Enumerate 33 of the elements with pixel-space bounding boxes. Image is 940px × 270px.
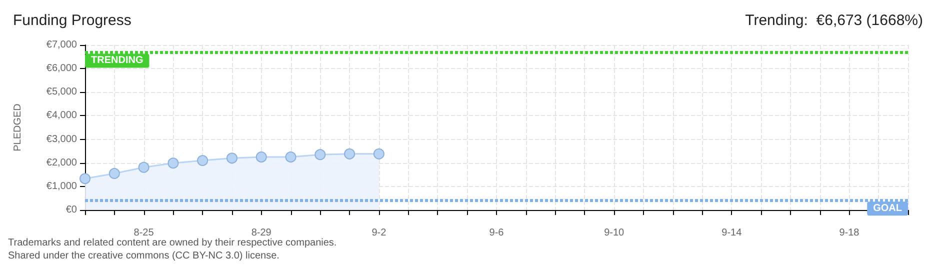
y-tick-label: €5,000 [46,86,78,98]
point [226,152,238,164]
chart-subtitle: Trending: €6,673 (1668%) [745,12,924,29]
x-tick-label: 9-18 [839,228,860,238]
x-tick-label: 8-29 [251,228,272,238]
point [138,162,150,173]
y-tick-label: €3,000 [46,134,78,145]
point [168,158,179,169]
x-tick-label: 9-6 [489,228,504,238]
point [344,148,356,160]
point [373,148,384,160]
text: Trademarks and related content are owned by their respective companies. [8,238,337,248]
y-tick-label: €4,000 [46,110,78,122]
y-tick-label: €0 [66,204,78,216]
chart-title: Funding Progress [13,12,132,29]
x-tick-label: 9-2 [372,228,387,238]
y-tick-label: €7,000 [46,40,78,50]
point [314,149,326,160]
point [108,168,120,179]
y-tick-label: €1,000 [46,180,78,192]
x-tick-label: 8-25 [134,228,154,238]
x-tick-label: 9-14 [722,228,742,238]
point [80,173,90,184]
text: Shared under the creative commons (CC BY-NC 3.0) license. [8,250,280,262]
y-tick-label: €6,000 [46,63,78,74]
point [256,151,267,162]
y-tick-label: €2,000 [46,157,78,168]
y-axis-title: PLEDGED [12,104,24,152]
point [197,155,208,166]
point [285,151,296,162]
ref-line-label: GOAL [873,203,902,214]
ref-line-label: TRENDING [91,55,144,66]
x-tick-label: 9-10 [604,228,625,238]
